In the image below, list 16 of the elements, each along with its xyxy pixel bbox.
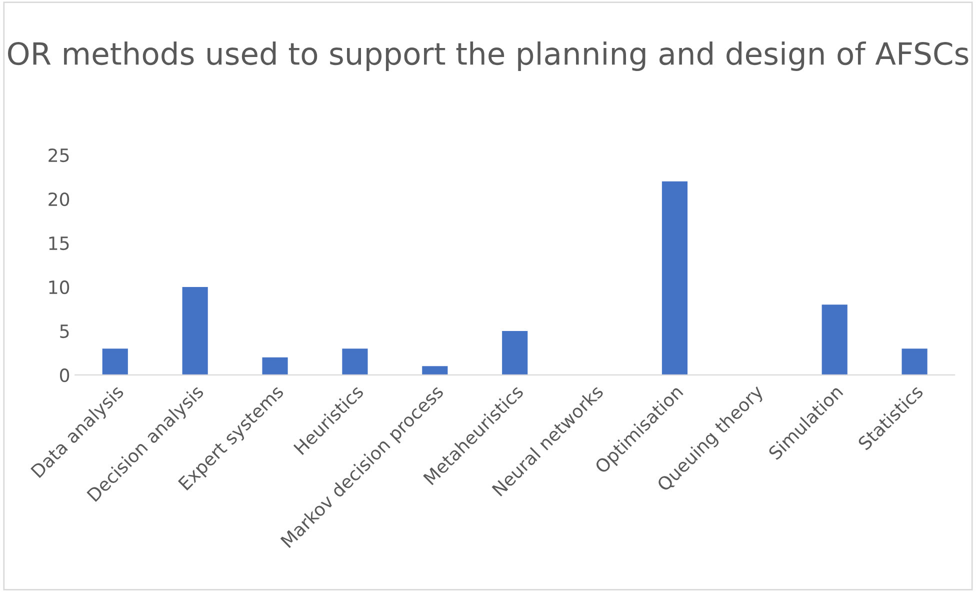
bar [822, 304, 848, 375]
bar [502, 330, 528, 375]
y-tick-label: 25 [48, 148, 69, 162]
bar [262, 357, 288, 375]
bar [102, 348, 128, 375]
bar [662, 181, 688, 375]
y-tick-label: 20 [48, 192, 70, 206]
bar [182, 286, 208, 375]
y-tick-label: 15 [49, 236, 69, 250]
y-tick-label: 5 [60, 324, 69, 338]
bar [902, 348, 928, 375]
chart-title: OR methods used to support the planning and design of AFSCs [8, 41, 968, 72]
y-tick-label: 0 [60, 368, 70, 382]
y-tick-label: 10 [49, 280, 70, 294]
bar [342, 348, 368, 375]
bar [422, 366, 448, 375]
